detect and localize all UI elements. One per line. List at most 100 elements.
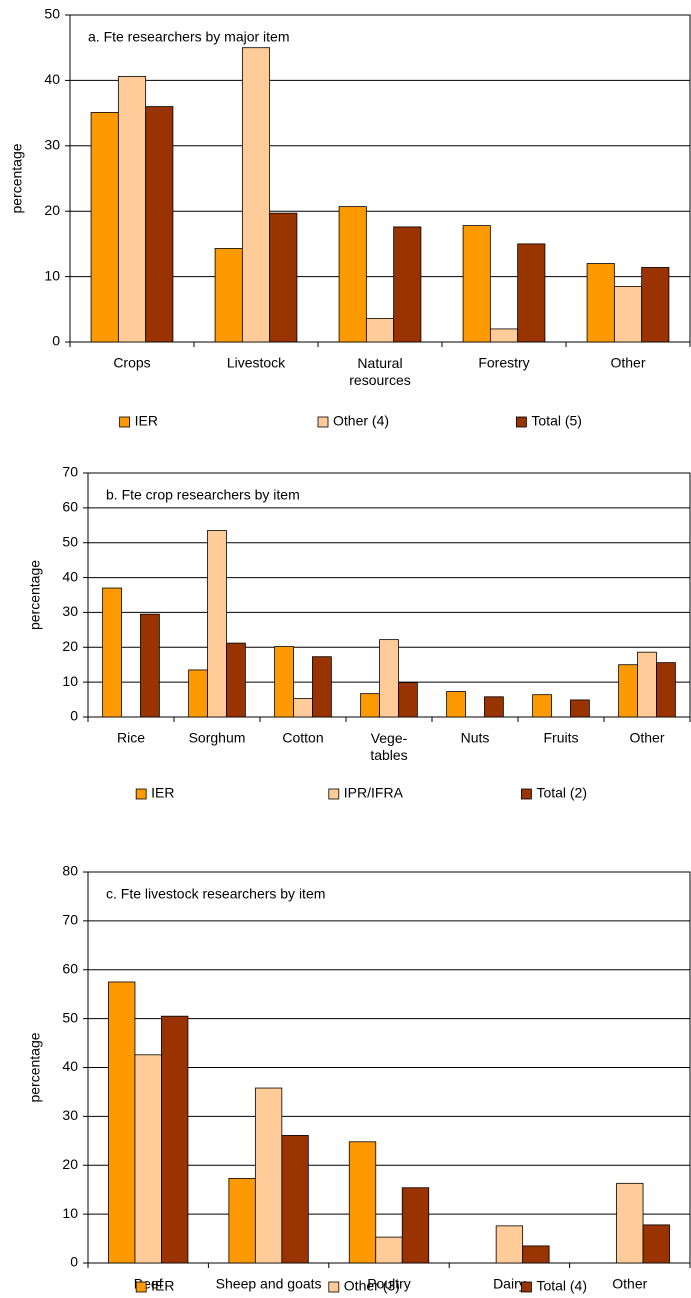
y-axis-label: percentage [27,1032,43,1102]
bar [254,1087,283,1264]
legend-swatch [135,788,147,800]
bar [398,682,418,718]
legend-swatch [521,788,532,800]
bar [489,328,519,343]
x-tick-label: Vege-tables [370,730,407,763]
bar [207,530,227,718]
bar [618,664,638,718]
y-tick-label: 10 [44,267,60,283]
y-axis-label: percentage [27,560,43,630]
bar [586,263,615,343]
bar [613,286,643,343]
bar [462,225,491,343]
bar [161,1015,189,1264]
x-tick-label: Forestry [478,355,529,371]
bar [642,1224,670,1264]
y-tick-label: 70 [62,464,78,480]
legend-swatch [521,1281,532,1293]
legend-swatch [135,1281,147,1293]
legend-label: IER [151,1278,174,1294]
bar [484,696,504,718]
legend-label: IER [135,413,158,429]
bar [348,1141,377,1264]
y-tick-label: 0 [52,333,60,349]
legend-swatch [317,416,329,428]
bar [616,1182,644,1264]
x-tick-label: Other [612,1276,647,1292]
legend-label: Other (3) [344,1278,400,1294]
bar [293,698,313,718]
bar [641,267,670,343]
bar [281,1135,309,1264]
x-tick-label: Poultry [367,1276,411,1292]
bar [90,112,119,343]
y-tick-label: 30 [62,603,78,619]
bar [145,106,174,343]
legend-swatch [328,1281,340,1293]
bar [522,1245,550,1264]
y-tick-label: 30 [62,1107,78,1123]
y-tick-label: 50 [44,6,60,22]
bar [517,243,546,343]
bar [108,981,136,1264]
bar [637,651,657,718]
y-tick-label: 20 [44,202,60,218]
y-tick-label: 30 [44,137,60,153]
y-tick-label: 40 [62,1058,78,1074]
bar [360,693,380,718]
bar [228,1178,256,1264]
x-tick-label: Sheep and goats [216,1276,322,1292]
bar [188,669,208,718]
bar [241,47,271,343]
legend-swatch [328,788,340,800]
x-tick-label: Rice [117,730,145,746]
bar [117,76,147,343]
bar [532,694,552,718]
bar [226,642,246,718]
legend-label: Other (4) [333,413,389,429]
bar [134,1054,162,1264]
bar [274,646,294,718]
x-tick-label: Nuts [461,730,490,746]
bar [214,248,243,343]
x-tick-label: Natural resources [349,355,410,388]
y-tick-label: 0 [70,708,78,724]
legend-label: Total (5) [531,413,582,429]
x-tick-label: Cotton [282,730,323,746]
bar [102,587,122,718]
x-tick-label: Dairy [493,1276,526,1292]
y-tick-label: 10 [62,1205,78,1221]
bar [312,656,332,718]
y-tick-label: 50 [62,533,78,549]
bar [446,691,466,718]
legend-label: IPR/IFRA [344,785,404,801]
y-axis-label: percentage [9,143,25,213]
y-tick-label: 10 [62,673,78,689]
y-tick-label: 20 [62,1156,78,1172]
bar [338,206,367,343]
chart-title: c. Fte livestock researchers by item [106,886,325,902]
bar [570,699,590,718]
bar [401,1187,430,1264]
legend-swatch [119,416,130,428]
y-tick-label: 60 [62,960,78,976]
x-tick-label: Sorghum [189,730,246,746]
bar [393,226,422,343]
y-tick-label: 40 [44,71,60,87]
x-tick-label: Other [610,355,645,371]
x-tick-label: Fruits [544,730,579,746]
bar [375,1236,403,1264]
x-tick-label: Livestock [227,355,286,371]
bar [495,1225,524,1264]
y-tick-label: 70 [62,912,78,928]
y-tick-label: 60 [62,499,78,515]
chart-title: b. Fte crop researchers by item [106,487,300,503]
bar [365,318,395,343]
legend-swatch [516,416,527,428]
legend-label: Total (2) [536,785,587,801]
y-tick-label: 80 [62,863,78,879]
legend-label: IER [151,785,174,801]
bar [656,662,676,718]
legend-label: Total (4) [536,1278,587,1294]
